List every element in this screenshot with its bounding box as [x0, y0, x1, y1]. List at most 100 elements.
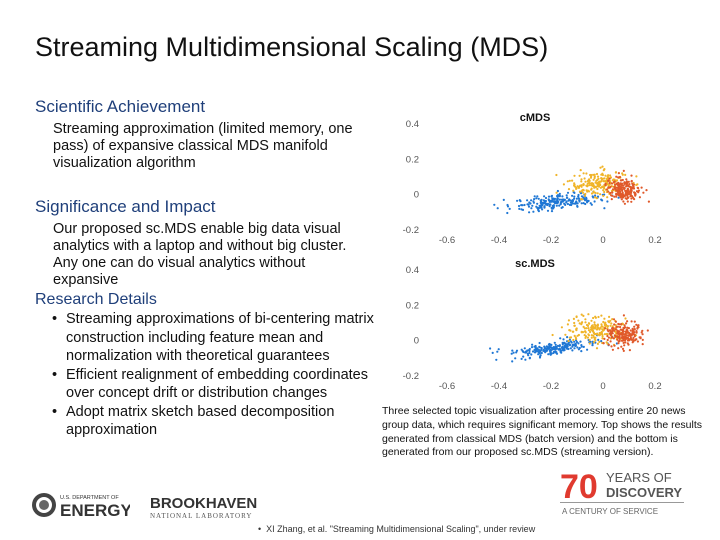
scatter-point	[609, 185, 612, 188]
scatter-point	[593, 200, 596, 203]
scatter-point	[587, 327, 590, 330]
scatter-point	[628, 349, 631, 352]
scatter-point	[578, 174, 581, 177]
scatter-point	[620, 198, 623, 201]
scatter-point	[589, 202, 592, 205]
scatter-point	[578, 200, 581, 203]
scatter-point	[608, 315, 611, 318]
scatter-point	[573, 334, 576, 337]
scatter-point	[576, 334, 579, 337]
scatter-point	[558, 344, 561, 347]
details-bullet-list: • Streaming approximations of bi-centerin…	[50, 310, 375, 440]
scatter-point	[562, 338, 565, 341]
scatter-point	[615, 182, 619, 186]
scatter-point	[573, 197, 576, 200]
scatter-point	[617, 336, 620, 339]
scatter-point	[576, 346, 579, 349]
scatter-point	[560, 326, 563, 329]
scatter-point	[604, 322, 607, 325]
scatter-point	[496, 350, 499, 353]
scatter-point	[629, 337, 632, 340]
scatter-point	[596, 185, 599, 188]
cmds-scatter-svg: cMDS 0.4 0.2 0 -0.2 -0.6 -0.4 -0.2 0 0.2	[403, 112, 662, 246]
scatter-point	[564, 203, 567, 206]
scatter-point	[596, 192, 599, 195]
scatter-point	[621, 192, 624, 195]
scatter-point	[595, 197, 598, 200]
scatter-point	[634, 193, 637, 196]
scatter-point	[599, 193, 602, 196]
scatter-point	[573, 321, 576, 325]
scatter-point	[548, 347, 551, 350]
scatter-point	[530, 353, 533, 356]
details-bullet: • Adopt matrix sketch based decomposition…	[50, 403, 375, 440]
scatter-point	[571, 179, 574, 182]
scatter-point	[582, 189, 585, 192]
scatter-point	[598, 333, 601, 337]
scatter-point	[602, 189, 605, 192]
scatter-point	[586, 348, 589, 351]
scatter-point	[635, 175, 638, 178]
scatter-point	[624, 337, 627, 341]
scatter-point	[613, 323, 616, 326]
scatter-point	[566, 202, 569, 206]
scatter-point	[614, 335, 617, 338]
scatter-point	[547, 195, 551, 198]
scatter-point	[579, 340, 582, 343]
scatter-point	[588, 184, 591, 187]
scatter-point	[603, 333, 607, 336]
scatter-point	[620, 345, 623, 348]
achievement-text: Streaming approximation (limited memory,…	[53, 121, 353, 171]
scatter-point	[598, 340, 601, 343]
seventy-years-logo: 70 YEARS OF DISCOVERY A CENTURY OF SERVI…	[560, 466, 690, 518]
x-tick-label: -0.2	[543, 235, 559, 246]
scatter-point	[626, 326, 629, 329]
scatter-point	[627, 196, 630, 199]
scatter-point	[578, 190, 582, 193]
scatter-point	[586, 336, 589, 339]
scatter-point	[628, 183, 631, 186]
scatter-point	[616, 325, 619, 328]
scatter-point	[506, 205, 510, 208]
scatter-point	[638, 196, 641, 199]
scatter-point	[629, 195, 632, 198]
scatter-point	[625, 178, 628, 181]
scatter-point	[558, 204, 561, 207]
scatter-point	[573, 182, 576, 185]
scatter-point	[571, 343, 574, 346]
scatter-point	[626, 200, 629, 203]
bullet-glyph: •	[52, 366, 58, 383]
scatter-point	[633, 333, 636, 336]
scatter-point	[530, 207, 533, 210]
scatter-point	[581, 191, 585, 194]
scatter-point	[627, 184, 630, 188]
scatter-point	[591, 330, 594, 333]
impact-text: Our proposed sc.MDS enable big data visu…	[53, 221, 347, 288]
scatter-point	[608, 177, 611, 180]
scatter-point	[620, 336, 623, 339]
bullet-glyph: •	[52, 403, 58, 420]
scatter-point	[617, 172, 620, 175]
scatter-point	[594, 194, 597, 197]
scatter-point	[600, 180, 603, 183]
scatter-point	[601, 337, 604, 340]
scatter-point	[575, 315, 578, 319]
scatter-point	[622, 184, 625, 187]
scatter-point	[596, 175, 600, 178]
scatter-point	[555, 191, 558, 194]
scatter-point	[515, 351, 518, 354]
scatter-point	[590, 319, 593, 322]
scatter-point	[585, 172, 588, 175]
scatter-point	[559, 203, 562, 206]
scatter-point	[603, 168, 606, 171]
scatter-point	[546, 209, 550, 212]
scatter-point	[584, 199, 587, 202]
scatter-point	[614, 186, 617, 189]
scatter-point	[616, 338, 619, 341]
bnl-logo-sub-text: NATIONAL LABORATORY	[150, 512, 252, 520]
scatter-point	[545, 348, 548, 351]
scatter-point	[561, 346, 564, 349]
scatter-point	[601, 172, 604, 175]
scatter-point	[622, 314, 625, 317]
scatter-point	[602, 328, 605, 331]
